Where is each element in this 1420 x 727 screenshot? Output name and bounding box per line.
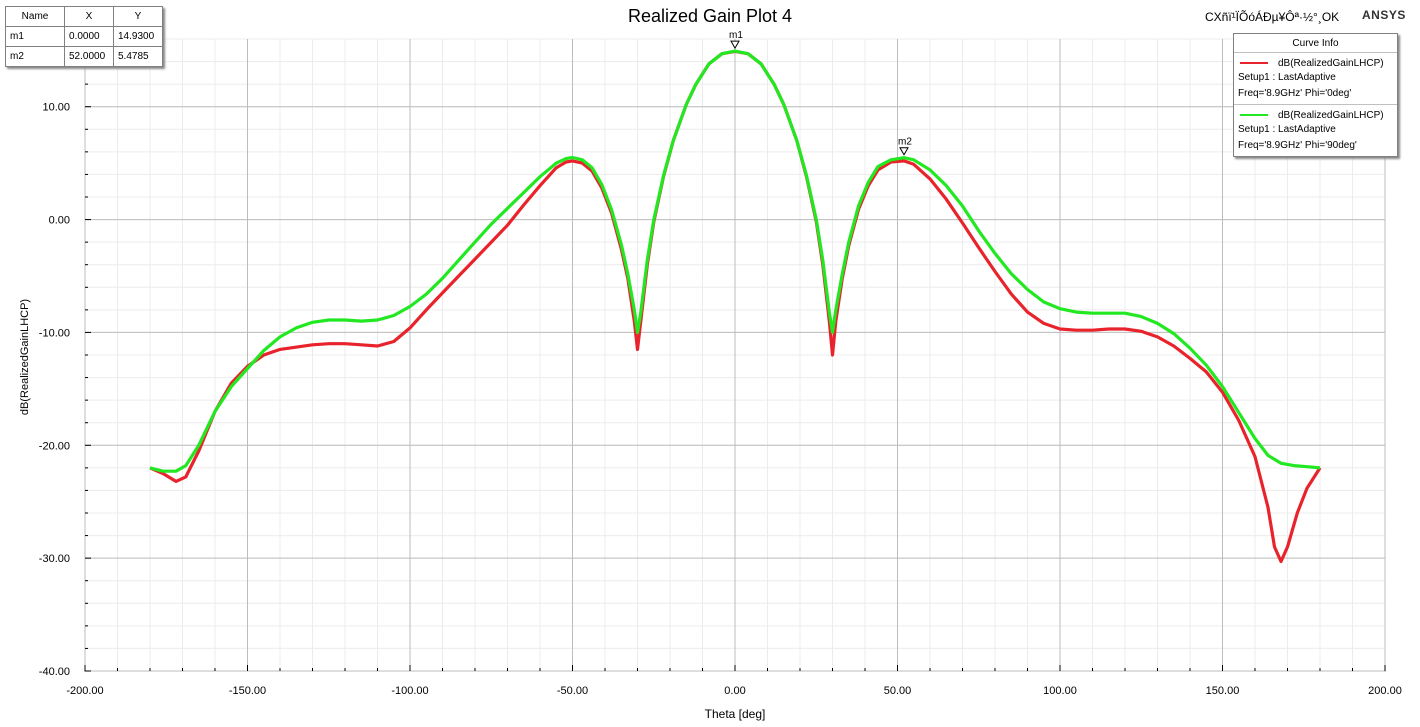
x-tick-label: 0.00 xyxy=(724,685,745,697)
x-tick-label: 200.00 xyxy=(1368,685,1402,697)
series-line-phi90 xyxy=(149,49,1321,473)
chart-title: Realized Gain Plot 4 xyxy=(627,6,793,26)
y-tick-label: -40.00 xyxy=(39,666,70,678)
x-tick-label: -200.00 xyxy=(66,685,103,697)
marker-y-cell: 14.9300 xyxy=(113,26,163,47)
y-tick-label: 10.00 xyxy=(42,102,70,114)
brand-logo: ANSYS xyxy=(1362,8,1406,22)
marker-table[interactable]: Name X Y m1 0.0000 14.9300 m2 52.0000 5.… xyxy=(5,6,163,67)
legend-entry-freq: Freq='8.9GHz' Phi='90deg' xyxy=(1238,140,1357,151)
x-tick-label: 100.00 xyxy=(1043,685,1077,697)
project-label: CXñï¹ÏÕóÁÐµ¥Ôª·½°¸OK xyxy=(1205,10,1340,24)
y-axis-label: dB(RealizedGainLHCP) xyxy=(19,299,31,415)
marker-m1-triangle xyxy=(730,40,740,50)
marker-x-cell: 0.0000 xyxy=(64,26,114,47)
x-tick-label: -50.00 xyxy=(557,685,588,697)
x-tick-label: -100.00 xyxy=(391,685,428,697)
legend-entry-freq: Freq='8.9GHz' Phi='0deg' xyxy=(1238,88,1352,99)
marker-m2-label: m2 xyxy=(898,137,912,148)
legend-swatch-red xyxy=(1240,62,1268,64)
legend-entry-setup: Setup1 : LastAdaptive xyxy=(1238,124,1336,135)
series-layer xyxy=(149,49,1322,564)
marker-m1-label: m1 xyxy=(729,30,743,41)
legend-entry-name: dB(RealizedGainLHCP) xyxy=(1278,57,1384,69)
marker-col-y: Y xyxy=(113,6,163,27)
marker-y-cell: 5.4785 xyxy=(113,46,163,67)
legend-entry-phi90[interactable]: dB(RealizedGainLHCP) Setup1 : LastAdapti… xyxy=(1234,105,1397,156)
y-tick-label: -10.00 xyxy=(39,327,70,339)
tick-layer: -200.00 -150.00 -100.00 -50.00 0.00 50.00 100.… xyxy=(39,38,1402,697)
marker-m2-triangle xyxy=(899,147,909,156)
legend-title: Curve Info xyxy=(1234,34,1397,53)
grid-layer xyxy=(84,38,1386,672)
x-axis-label: Theta [deg] xyxy=(705,707,766,721)
marker-x-cell: 52.0000 xyxy=(64,46,114,67)
marker-layer: m1 m2 xyxy=(729,30,912,156)
legend-entry-name: dB(RealizedGainLHCP) xyxy=(1278,109,1384,121)
marker-name-cell: m1 xyxy=(5,26,65,47)
legend-entry-setup: Setup1 : LastAdaptive xyxy=(1238,72,1336,83)
legend-swatch-green xyxy=(1240,114,1268,116)
legend-entry-phi0[interactable]: dB(RealizedGainLHCP) Setup1 : LastAdapti… xyxy=(1234,53,1397,105)
y-tick-label: 0.00 xyxy=(49,215,70,227)
marker-col-name: Name xyxy=(5,6,65,27)
marker-name-cell: m2 xyxy=(5,46,65,67)
y-tick-label: -30.00 xyxy=(39,553,70,565)
curve-info-legend[interactable]: Curve Info dB(RealizedGainLHCP) Setup1 :… xyxy=(1233,33,1398,157)
x-tick-label: 50.00 xyxy=(884,685,912,697)
x-tick-label: -150.00 xyxy=(229,685,266,697)
table-row[interactable]: m1 0.0000 14.9300 xyxy=(5,26,163,47)
marker-table-header: Name X Y xyxy=(5,6,163,27)
y-tick-label: -20.00 xyxy=(39,440,70,452)
marker-col-x: X xyxy=(64,6,114,27)
x-tick-label: 150.00 xyxy=(1206,685,1240,697)
table-row[interactable]: m2 52.0000 5.4785 xyxy=(5,46,163,67)
